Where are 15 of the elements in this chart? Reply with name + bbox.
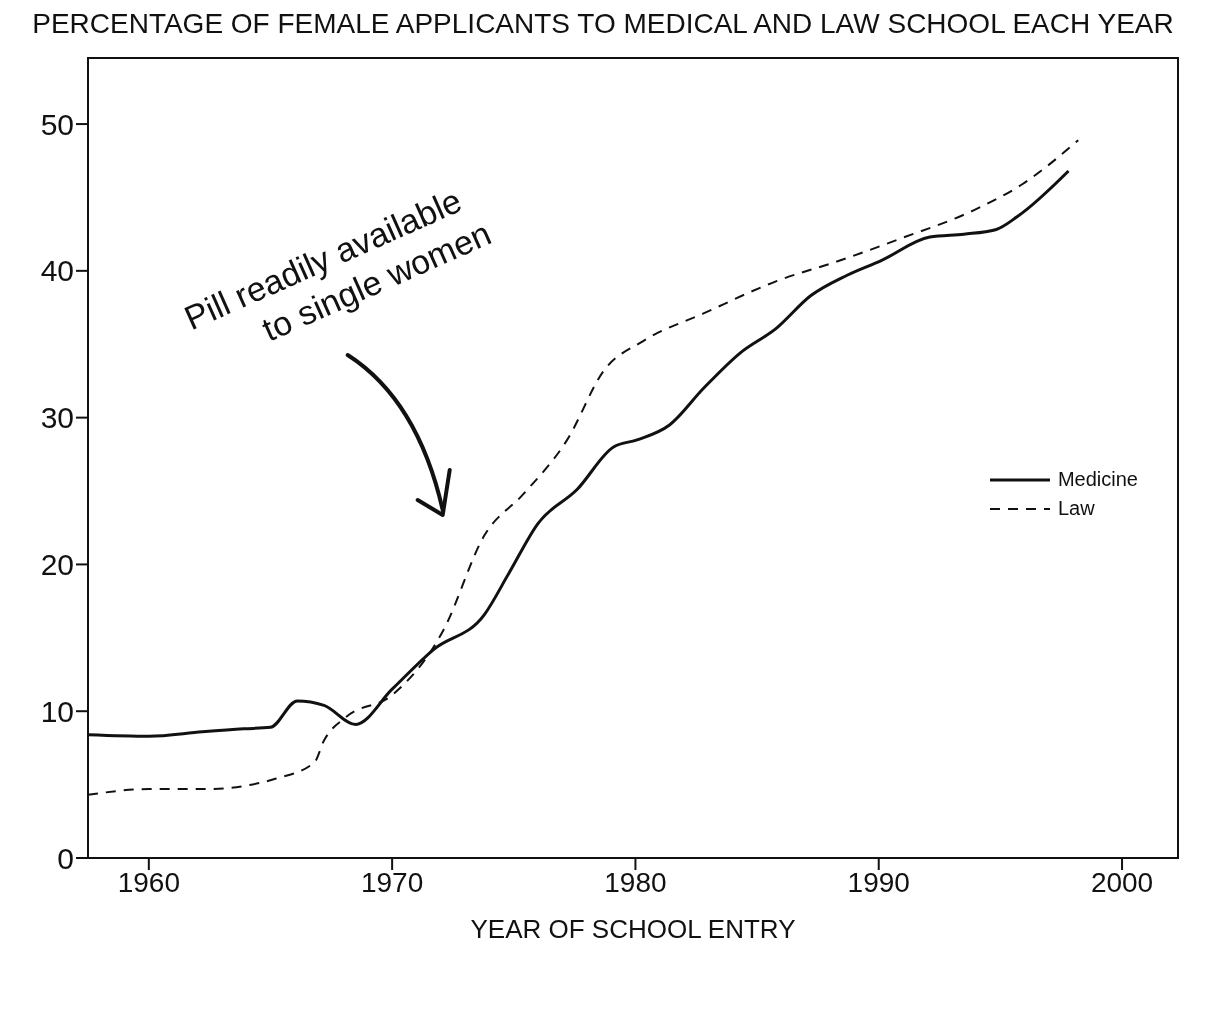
x-tick-label: 2000 bbox=[1090, 866, 1154, 898]
x-tick-label: 1970 bbox=[360, 866, 424, 898]
y-tick-label: 10 bbox=[40, 694, 74, 728]
y-tick-label: 20 bbox=[40, 548, 74, 582]
legend-label: Medicine bbox=[1057, 468, 1138, 491]
y-tick-label: 40 bbox=[40, 254, 74, 288]
x-tick-label: 1990 bbox=[847, 866, 910, 898]
chart-title: PERCENTAGE OF FEMALE APPLICANTS TO MEDICAL AND LAW SCHOOL EACH YEAR bbox=[31, 8, 1175, 40]
legend-label: Law bbox=[1057, 497, 1095, 520]
x-axis-title: YEAR OF SCHOOL ENTRY bbox=[470, 914, 796, 944]
y-tick-label: 0 bbox=[57, 841, 74, 875]
x-tick-label: 1960 bbox=[117, 866, 180, 898]
y-tick-label: 50 bbox=[40, 107, 74, 141]
x-tick-label: 1980 bbox=[604, 866, 667, 898]
y-tick-label: 30 bbox=[40, 401, 74, 435]
